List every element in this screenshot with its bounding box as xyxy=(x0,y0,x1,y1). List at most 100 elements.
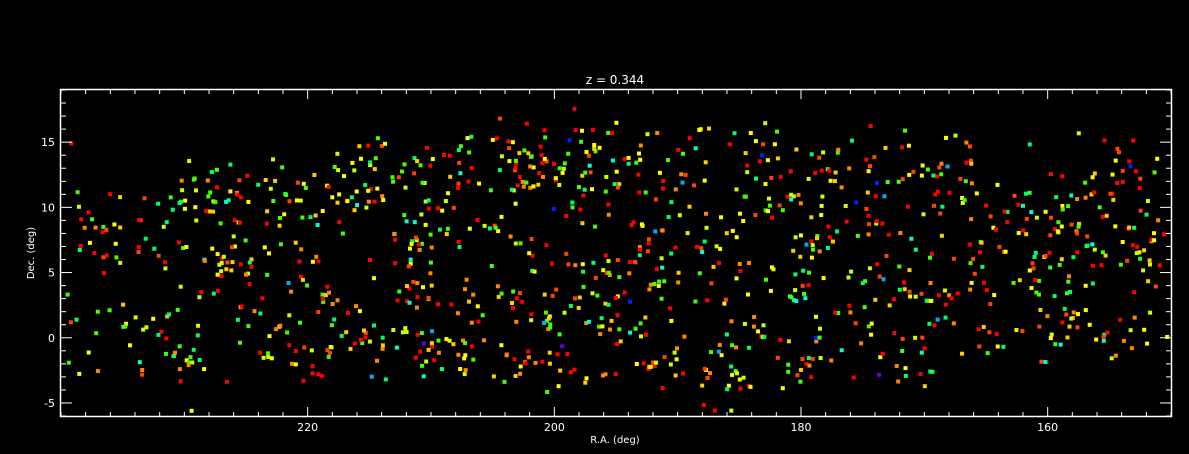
data-point xyxy=(940,204,945,209)
data-point xyxy=(847,303,852,308)
data-point xyxy=(1153,284,1158,289)
data-point xyxy=(593,275,598,280)
data-point xyxy=(612,182,617,187)
data-point xyxy=(981,325,986,329)
data-point xyxy=(404,330,409,334)
data-point xyxy=(412,220,417,225)
data-point xyxy=(717,343,722,347)
data-point xyxy=(772,142,777,147)
data-point xyxy=(593,224,598,229)
data-point xyxy=(896,379,901,384)
data-point xyxy=(207,209,212,214)
data-point xyxy=(121,302,126,307)
data-point xyxy=(789,197,794,202)
data-point xyxy=(137,360,142,365)
data-point xyxy=(293,349,298,353)
data-point xyxy=(86,210,91,215)
data-point xyxy=(652,282,657,286)
data-point xyxy=(693,146,698,151)
data-point xyxy=(867,222,871,227)
data-point xyxy=(101,224,106,229)
data-point xyxy=(697,271,702,276)
data-point xyxy=(1075,250,1080,255)
data-point xyxy=(531,165,536,170)
data-point xyxy=(847,166,852,171)
data-point xyxy=(335,298,340,303)
data-point xyxy=(1016,231,1021,235)
data-point xyxy=(445,226,450,231)
data-point xyxy=(191,347,196,352)
data-point xyxy=(726,383,731,388)
data-point xyxy=(1065,335,1070,340)
data-point xyxy=(271,157,275,162)
data-point xyxy=(466,179,471,184)
data-point xyxy=(507,146,511,151)
data-point xyxy=(1034,290,1039,295)
data-point xyxy=(252,309,257,314)
data-point xyxy=(939,233,944,238)
data-point xyxy=(531,184,536,189)
data-point xyxy=(1067,324,1072,329)
data-point xyxy=(1165,334,1170,339)
data-point xyxy=(400,330,405,335)
data-point xyxy=(886,232,891,237)
data-point xyxy=(231,234,236,239)
data-point xyxy=(206,194,211,199)
data-point xyxy=(786,339,791,344)
data-point xyxy=(599,316,604,321)
data-point xyxy=(172,353,176,358)
data-point xyxy=(239,304,244,309)
data-point xyxy=(668,306,673,311)
data-point xyxy=(352,168,357,173)
data-point xyxy=(935,174,939,179)
data-point xyxy=(662,355,667,360)
data-point xyxy=(833,179,837,184)
data-point xyxy=(428,232,433,237)
data-point xyxy=(1148,310,1153,315)
data-point xyxy=(357,309,362,314)
data-point xyxy=(497,168,502,173)
data-point xyxy=(278,242,283,247)
data-point xyxy=(299,247,304,252)
data-point xyxy=(945,164,950,169)
data-point xyxy=(1066,279,1071,284)
data-point xyxy=(390,175,395,180)
data-point xyxy=(1048,336,1053,341)
data-point xyxy=(712,408,717,413)
data-point xyxy=(517,175,522,179)
data-point xyxy=(880,351,885,356)
data-point xyxy=(558,368,563,373)
data-point xyxy=(191,177,196,182)
data-point xyxy=(352,208,357,213)
data-point xyxy=(507,159,512,164)
data-point xyxy=(425,145,430,150)
data-point xyxy=(436,338,441,343)
data-point xyxy=(573,263,578,268)
data-point xyxy=(118,225,123,230)
data-point xyxy=(570,205,575,210)
data-point xyxy=(316,310,321,314)
data-point xyxy=(471,357,476,362)
data-point xyxy=(163,266,168,271)
data-point xyxy=(499,154,504,159)
data-point xyxy=(626,161,631,166)
data-point xyxy=(897,264,902,269)
data-point xyxy=(919,291,924,296)
data-point xyxy=(321,299,326,304)
data-point xyxy=(566,151,571,156)
data-point xyxy=(295,180,300,185)
data-point xyxy=(764,277,768,282)
data-point xyxy=(284,192,289,197)
data-point xyxy=(366,199,371,204)
data-point xyxy=(618,339,623,344)
data-point xyxy=(464,277,469,282)
data-point xyxy=(580,128,584,133)
data-point xyxy=(702,178,707,183)
data-point xyxy=(1058,342,1063,347)
data-point xyxy=(900,336,905,341)
data-point xyxy=(780,208,785,213)
data-point xyxy=(415,332,420,337)
data-point xyxy=(408,261,413,266)
data-point xyxy=(830,239,835,244)
data-point xyxy=(900,177,905,182)
